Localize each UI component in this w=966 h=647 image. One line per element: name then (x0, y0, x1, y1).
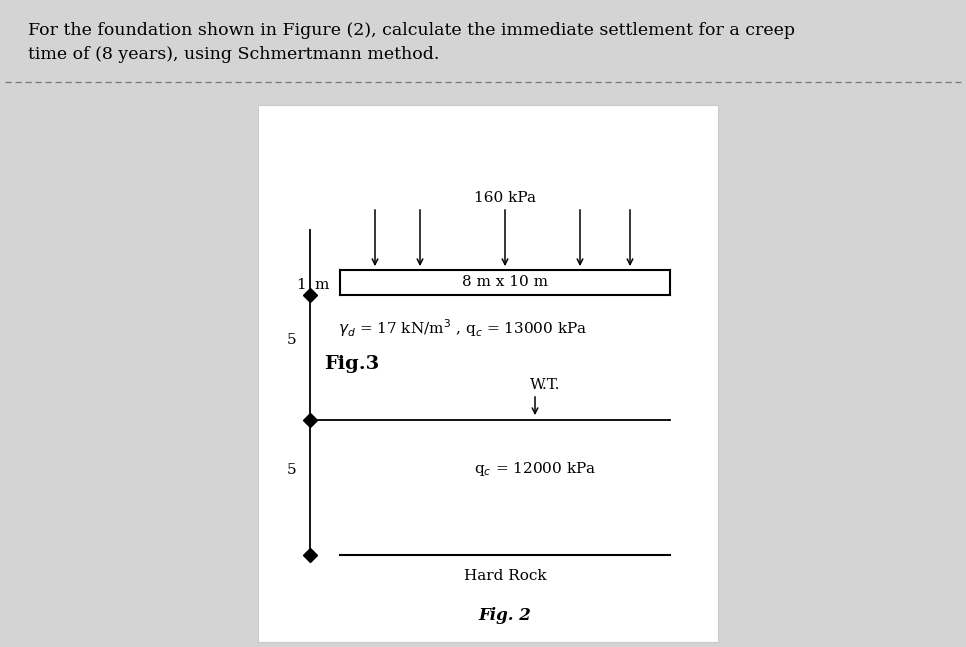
Text: 5: 5 (287, 333, 297, 347)
Text: 160 kPa: 160 kPa (474, 191, 536, 205)
Text: W.T.: W.T. (530, 378, 560, 392)
Bar (258, 105, 718, 642)
Text: Fig. 2: Fig. 2 (478, 607, 531, 624)
Text: m: m (314, 278, 328, 292)
Text: 8 m x 10 m: 8 m x 10 m (462, 276, 548, 289)
Text: Fig.3: Fig.3 (324, 355, 380, 373)
Text: 5: 5 (287, 463, 297, 477)
Text: $\gamma_d$ = 17 kN/m$^3$ , q$_c$ = 13000 kPa: $\gamma_d$ = 17 kN/m$^3$ , q$_c$ = 13000… (338, 317, 587, 338)
Text: 1: 1 (297, 278, 306, 292)
Text: For the foundation shown in Figure (2), calculate the immediate settlement for a: For the foundation shown in Figure (2), … (28, 22, 795, 39)
Text: Hard Rock: Hard Rock (464, 569, 547, 583)
Text: q$_c$ = 12000 kPa: q$_c$ = 12000 kPa (474, 459, 596, 477)
Text: time of (8 years), using Schmertmann method.: time of (8 years), using Schmertmann met… (28, 46, 440, 63)
